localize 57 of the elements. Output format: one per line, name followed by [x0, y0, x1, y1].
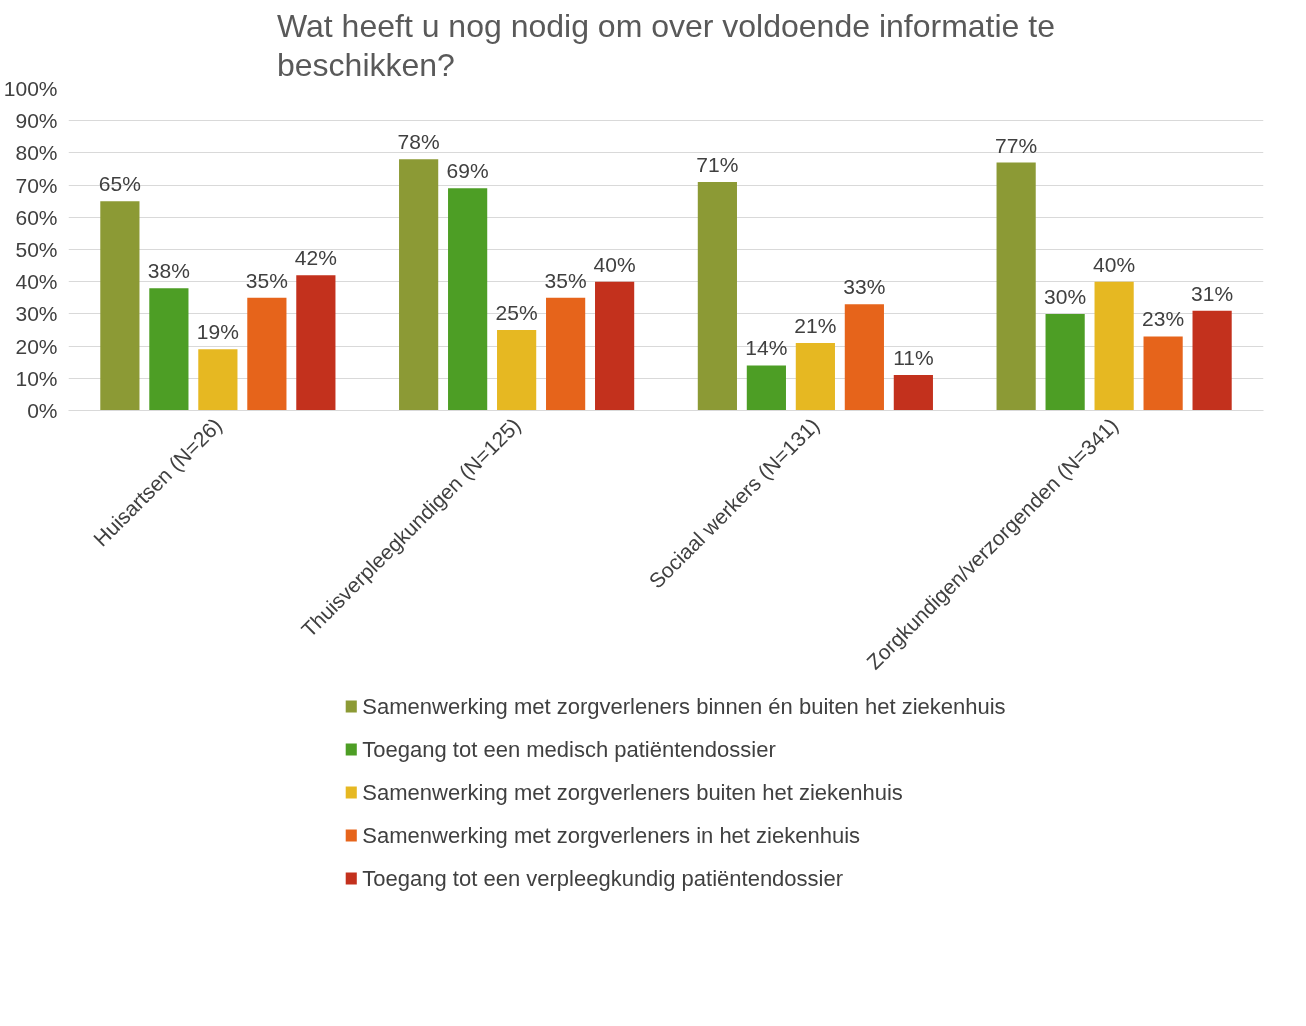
- chart-title: Wat heeft u nog nodig om over voldoende informatie te beschikken?: [277, 7, 1055, 84]
- data-label: 40%: [593, 252, 636, 276]
- data-label: 38%: [147, 259, 190, 283]
- y-tick-label: 100%: [3, 77, 58, 100]
- bar: [996, 162, 1036, 411]
- bar: [1045, 313, 1085, 411]
- legend-label: Samenwerking met zorgverleners in het ziekenhuis: [362, 823, 861, 848]
- bar: [595, 281, 635, 411]
- data-label: 31%: [1191, 281, 1234, 305]
- bar: [795, 342, 835, 411]
- data-label: 35%: [544, 268, 587, 292]
- bar: [296, 275, 336, 411]
- y-tick-label: 80%: [15, 141, 58, 165]
- legend-label: Samenwerking met zorgverleners binnen én buiten het ziekenhuis: [362, 694, 1006, 719]
- data-label: 23%: [1142, 307, 1185, 331]
- y-tick-label: 70%: [15, 173, 58, 197]
- legend-label: Toegang tot een verpleegkundig patiëntendossier: [362, 866, 844, 891]
- data-label: 35%: [245, 268, 288, 292]
- data-label: 14%: [745, 336, 788, 360]
- data-label: 77%: [995, 133, 1038, 157]
- data-label: 30%: [1044, 284, 1087, 308]
- y-tick-label: 20%: [15, 334, 58, 358]
- y-tick-label: 40%: [15, 270, 58, 294]
- y-tick-label: 60%: [15, 205, 58, 229]
- y-tick-label: 50%: [15, 238, 58, 261]
- bar: [746, 365, 786, 411]
- bar: [893, 375, 933, 411]
- bar: [247, 297, 287, 411]
- bar: [497, 330, 537, 411]
- bar: [100, 201, 140, 411]
- data-label: 69%: [446, 159, 489, 183]
- y-tick-label: 30%: [15, 302, 58, 326]
- data-label: 65%: [98, 172, 141, 196]
- bar: [1192, 310, 1232, 411]
- bar: [448, 188, 488, 411]
- bar: [149, 288, 189, 411]
- y-tick-label: 90%: [15, 109, 58, 133]
- data-label: 40%: [1093, 252, 1136, 276]
- data-label: 25%: [495, 301, 538, 324]
- data-label: 21%: [794, 313, 837, 337]
- bar: [1143, 336, 1183, 411]
- bar: [697, 181, 737, 411]
- bar: [399, 159, 439, 411]
- y-tick-label: 10%: [15, 366, 58, 390]
- data-label: 19%: [196, 320, 239, 344]
- bar: [844, 304, 884, 411]
- data-label: 71%: [696, 152, 739, 176]
- bar: [198, 349, 238, 411]
- legend-label: Samenwerking met zorgverleners buiten het ziekenhuis: [362, 780, 903, 805]
- data-label: 42%: [294, 246, 337, 270]
- bar: [1094, 281, 1134, 411]
- y-tick-label: 0%: [27, 399, 58, 422]
- data-label: 11%: [893, 346, 934, 370]
- legend-label: Toegang tot een medisch patiëntendossier: [362, 737, 776, 762]
- data-label: 78%: [397, 130, 440, 154]
- data-label: 33%: [843, 275, 886, 299]
- bar: [546, 297, 586, 411]
